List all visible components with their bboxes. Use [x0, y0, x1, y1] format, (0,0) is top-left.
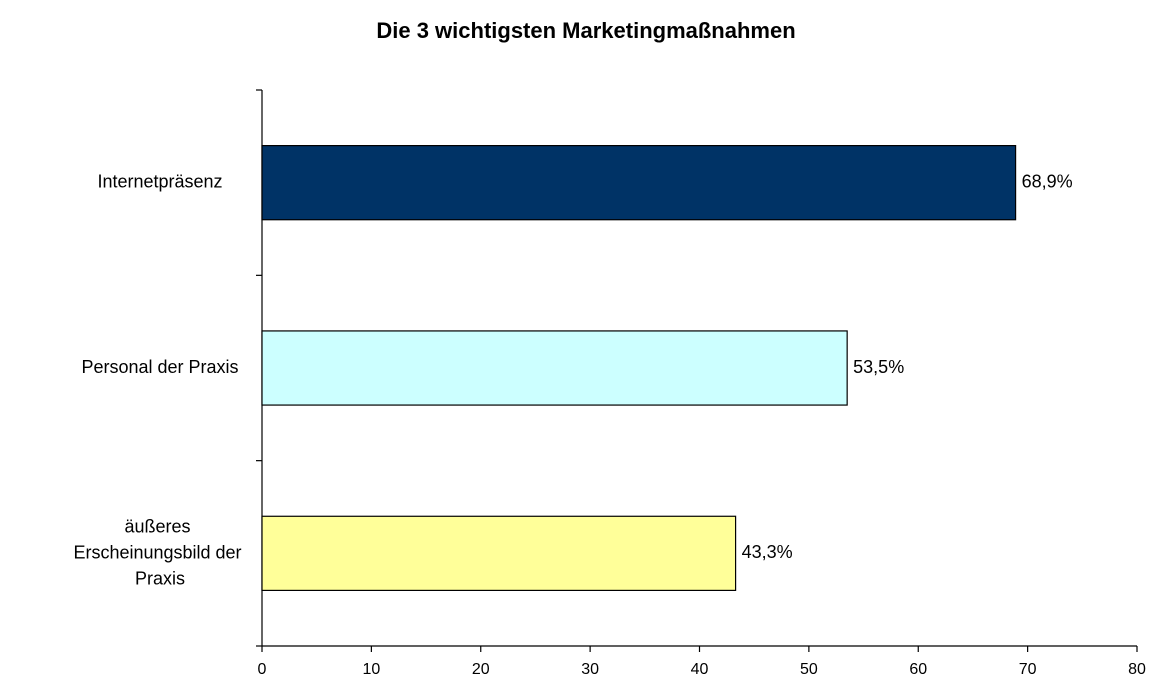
y-tick-label: äußeres Erscheinungsbild der Praxis	[73, 516, 246, 588]
x-tick-label: 20	[472, 661, 490, 678]
bar	[261, 515, 737, 591]
data-label: 53,5%	[853, 357, 904, 377]
data-label: 68,9%	[1022, 171, 1073, 191]
x-tick-label: 0	[258, 661, 267, 678]
x-tick-label: 40	[691, 661, 709, 678]
x-tick-label: 50	[800, 661, 818, 678]
data-label: 43,3%	[742, 542, 793, 562]
y-tick-label: Personal der Praxis	[81, 357, 238, 377]
x-tick-label: 10	[362, 661, 380, 678]
y-tick-label: Internetpräsenz	[97, 171, 222, 191]
bar	[261, 145, 1017, 221]
x-tick-label: 80	[1128, 661, 1146, 678]
chart-title: Die 3 wichtigsten Marketingmaßnahmen	[376, 18, 795, 43]
x-tick-label: 30	[581, 661, 599, 678]
x-tick-label: 60	[909, 661, 927, 678]
x-tick-label: 70	[1019, 661, 1037, 678]
bar	[261, 330, 848, 406]
